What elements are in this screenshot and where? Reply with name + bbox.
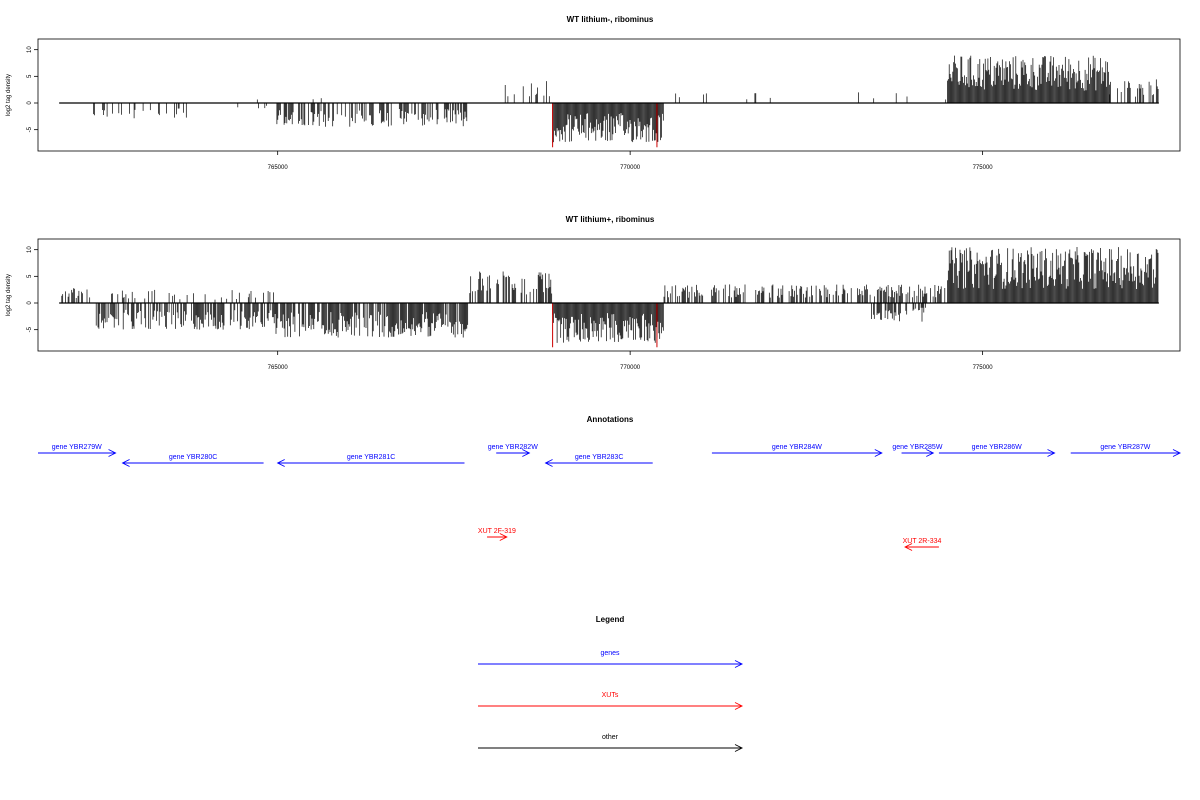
annotation-features: gene YBR279W gene YBR280C gene YBR281C gene… (38, 444, 1182, 551)
arrow-head-icon (904, 543, 913, 551)
arrow-head-icon (734, 744, 744, 752)
y-tick-label-1: 0 (27, 101, 33, 105)
annotation-feature-6: gene YBR285W (892, 444, 943, 457)
x-tick-label-2: 775000 (973, 165, 994, 171)
y-tick-label-0: -5 (27, 126, 33, 132)
arrow-head-icon (874, 449, 883, 457)
annotation-feature-7: gene YBR286W (938, 444, 1056, 457)
y-axis-ticks: -5 0 5 10 (27, 246, 38, 332)
annotation-feature-1: gene YBR280C (121, 454, 264, 467)
annotation-feature-8: gene YBR287W (1070, 444, 1182, 457)
arrow-head-icon (499, 533, 508, 541)
feature-label: gene YBR284W (772, 444, 822, 451)
y-tick-label-3: 10 (27, 46, 33, 53)
y-tick-label-2: 5 (27, 274, 33, 278)
arrow-head-icon (544, 459, 553, 467)
arrow-head-icon (108, 449, 117, 457)
feature-label: gene YBR286W (972, 444, 1022, 451)
x-axis-ticks: 765000 770000 775000 (268, 351, 994, 371)
density-bars (59, 55, 1159, 148)
x-tick-label-0: 765000 (268, 165, 289, 171)
y-axis-ticks: -5 0 5 10 (27, 46, 38, 132)
feature-label: gene YBR285W (892, 444, 942, 451)
x-tick-label-1: 770000 (620, 365, 641, 371)
feature-label: XUT 2F-319 (478, 528, 516, 535)
legend-title: Legend (596, 615, 625, 624)
annotation-feature-5: gene YBR284W (711, 444, 883, 457)
track-panel-lithium-minus: WT lithium-, ribominus log2 tag density … (6, 15, 1181, 171)
density-bars (59, 247, 1159, 348)
annotation-feature-10: XUT 2R-334 (903, 538, 942, 551)
annotation-feature-3: gene YBR282W (488, 444, 538, 457)
arrow-head-icon (734, 660, 744, 668)
y-axis-label: log2 tag density (6, 74, 12, 116)
plot-frame (37, 238, 1181, 352)
legend: Legend genes XUTs other (478, 615, 744, 752)
y-tick-label-2: 5 (27, 74, 33, 78)
arrow-head-icon (926, 449, 935, 457)
feature-label: gene YBR280C (169, 454, 218, 461)
legend-entry-other: other (478, 734, 744, 752)
panel-title: WT lithium+, ribominus (566, 215, 655, 224)
arrow-head-icon (734, 702, 744, 710)
annotation-feature-9: XUT 2F-319 (478, 528, 516, 541)
arrow-head-icon (522, 449, 531, 457)
y-tick-label-1: 0 (27, 301, 33, 305)
x-tick-label-2: 775000 (973, 365, 994, 371)
legend-entries: genes XUTs other (478, 650, 744, 752)
y-axis-label: log2 tag density (6, 274, 12, 316)
feature-label: gene YBR279W (52, 444, 102, 451)
x-axis-ticks: 765000 770000 775000 (268, 151, 994, 171)
y-tick-label-3: 10 (27, 246, 33, 253)
arrow-head-icon (121, 459, 130, 467)
arrow-head-icon (276, 459, 285, 467)
annotations-title: Annotations (587, 415, 634, 424)
annotation-feature-4: gene YBR283C (544, 454, 653, 467)
panel-title: WT lithium-, ribominus (567, 15, 654, 24)
x-tick-label-1: 770000 (620, 165, 641, 171)
feature-label: gene YBR282W (488, 444, 538, 451)
arrow-head-icon (1047, 449, 1056, 457)
legend-entry-xut: XUTs (478, 692, 744, 710)
track-panel-lithium-plus: WT lithium+, ribominus log2 tag density … (6, 215, 1181, 371)
legend-label: genes (600, 650, 620, 657)
plot-frame (37, 38, 1181, 152)
annotation-feature-2: gene YBR281C (276, 454, 465, 467)
legend-entry-gene: genes (478, 650, 744, 668)
feature-label: XUT 2R-334 (903, 538, 942, 545)
legend-label: XUTs (602, 692, 619, 699)
feature-label: gene YBR281C (347, 454, 396, 461)
legend-label: other (602, 734, 619, 741)
feature-label: gene YBR287W (1100, 444, 1150, 451)
annotation-feature-0: gene YBR279W (38, 444, 117, 457)
x-tick-label-0: 765000 (268, 365, 289, 371)
arrow-head-icon (1172, 449, 1182, 457)
feature-label: gene YBR283C (575, 454, 624, 461)
y-tick-label-0: -5 (27, 326, 33, 332)
